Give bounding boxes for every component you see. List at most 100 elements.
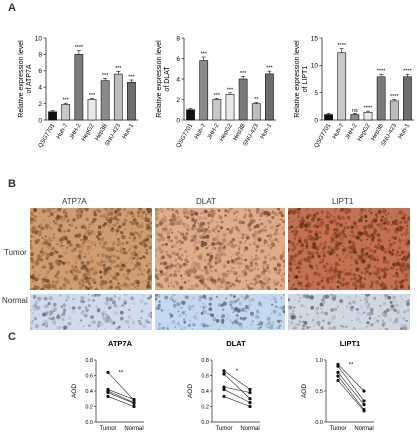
y-tick-label: 10 bbox=[311, 63, 319, 70]
data-point-tumor bbox=[336, 374, 340, 378]
bar-chart-dlat: Relative expression levelof DLAT 0 2 4 6 8 QSG… bbox=[156, 35, 276, 149]
significance-label: **** bbox=[337, 43, 346, 49]
significance-label: **** bbox=[364, 106, 373, 112]
bar bbox=[265, 73, 274, 121]
significance-label: ** bbox=[349, 362, 354, 368]
y-axis-label: Relative expression levelof ATP7A bbox=[18, 40, 33, 118]
ihc-image-tumor-atp7a bbox=[30, 208, 152, 290]
data-point-tumor bbox=[222, 387, 226, 392]
y-tick-label: 0 bbox=[38, 117, 42, 124]
y-axis-label: Relative expression levelof LIPT1 bbox=[294, 40, 309, 118]
pair-line bbox=[337, 380, 365, 412]
plot-title: ATP7A bbox=[108, 339, 133, 348]
y-tick-label: 0.2 bbox=[85, 405, 93, 411]
bar bbox=[376, 76, 386, 121]
data-point-tumor bbox=[222, 369, 226, 373]
y-tick-label: 0.0 bbox=[85, 420, 93, 426]
x-tick-label: Normal bbox=[124, 426, 143, 432]
paired-plot-lipt1: LIPT1 AOD 0.0 0.5 1.0 Tumor Normal ** bbox=[301, 339, 374, 432]
ihc-texture bbox=[155, 208, 285, 290]
pair-line bbox=[223, 370, 251, 390]
x-tick-label: QSG7701 bbox=[176, 122, 195, 149]
x-tick-label: Huh-1 bbox=[398, 122, 412, 140]
bar-chart-lipt1: Relative expression levelof LIPT1 0 5 10 15 Q… bbox=[294, 35, 414, 149]
data-point-normal bbox=[362, 399, 366, 403]
bar bbox=[212, 99, 222, 121]
ihc-col-label-lipt1: LIPT1 bbox=[332, 197, 354, 206]
significance-label: *** bbox=[115, 66, 122, 72]
bar bbox=[186, 109, 195, 121]
data-point-tumor bbox=[106, 394, 110, 399]
ihc-image-normal-atp7a bbox=[30, 294, 152, 330]
ihc-row-label-normal: Normal bbox=[2, 296, 28, 305]
ihc-texture bbox=[155, 294, 285, 330]
ihc-image-normal-dlat bbox=[155, 294, 285, 330]
y-tick-label: 0.4 bbox=[85, 389, 93, 395]
bar bbox=[225, 94, 235, 121]
panel-letter-a: A bbox=[8, 2, 16, 14]
bar bbox=[403, 76, 412, 121]
data-point-tumor bbox=[106, 370, 110, 374]
data-point-normal bbox=[132, 401, 136, 405]
paired-plot-dlat: DLAT AOD 0.0 0.2 0.4 0.6 0.8 Tumor Normal * bbox=[187, 339, 260, 432]
significance-label: ns bbox=[352, 108, 358, 114]
bar bbox=[100, 80, 110, 121]
significance-label: ** bbox=[119, 370, 124, 376]
x-tick-label: Huh-1 bbox=[260, 122, 274, 140]
data-point-normal bbox=[248, 387, 252, 392]
x-tick-label: QSG7701 bbox=[314, 122, 333, 149]
pair-line bbox=[223, 396, 251, 407]
pair-line bbox=[223, 373, 251, 399]
significance-label: *** bbox=[201, 51, 208, 57]
y-tick-label: 0.8 bbox=[85, 358, 93, 364]
y-tick-label: 0.5 bbox=[315, 389, 323, 395]
plot-title: LIPT1 bbox=[340, 339, 360, 348]
y-tick-label: 4 bbox=[38, 85, 42, 92]
pair-line bbox=[337, 375, 365, 410]
y-tick-label: 8 bbox=[176, 35, 180, 42]
bar bbox=[324, 114, 333, 121]
x-tick-label: Normal bbox=[354, 426, 373, 432]
y-tick-label: 0.8 bbox=[201, 358, 209, 364]
ihc-texture bbox=[288, 208, 410, 290]
bar bbox=[199, 60, 209, 121]
data-point-normal bbox=[362, 409, 366, 413]
ihc-texture bbox=[288, 294, 410, 330]
y-tick-label: 0 bbox=[314, 117, 318, 124]
significance-label: ** bbox=[254, 97, 259, 103]
panel-letter-c: C bbox=[8, 331, 16, 343]
data-point-tumor bbox=[222, 372, 226, 376]
data-point-normal bbox=[248, 404, 252, 409]
data-point-normal bbox=[248, 397, 252, 401]
y-axis-label: AOD bbox=[301, 384, 308, 398]
data-point-tumor bbox=[336, 378, 340, 383]
y-axis-label: Relative expression levelof DLAT bbox=[156, 40, 171, 118]
bar bbox=[113, 73, 123, 121]
pair-line bbox=[107, 392, 135, 404]
bar bbox=[127, 81, 136, 121]
pair-line bbox=[107, 372, 135, 401]
y-tick-label: 6 bbox=[176, 56, 180, 63]
data-point-tumor bbox=[222, 385, 226, 389]
panel-letter-b: B bbox=[8, 178, 16, 190]
significance-label: **** bbox=[377, 69, 386, 75]
data-point-tumor bbox=[222, 394, 226, 399]
y-tick-label: 1.0 bbox=[315, 358, 323, 364]
bar bbox=[61, 104, 71, 121]
y-tick-label: 0.4 bbox=[201, 389, 209, 395]
significance-label: *** bbox=[89, 93, 96, 99]
significance-label: *** bbox=[240, 71, 247, 77]
y-tick-label: 2 bbox=[38, 101, 42, 108]
data-point-normal bbox=[248, 390, 252, 395]
x-tick-label: Huh-7 bbox=[194, 122, 208, 140]
ihc-texture bbox=[30, 208, 152, 290]
significance-label: * bbox=[236, 369, 239, 375]
data-point-normal bbox=[248, 401, 252, 405]
y-tick-label: 0.0 bbox=[201, 420, 209, 426]
ihc-row-label-tumor: Tumor bbox=[4, 248, 27, 257]
pair-line bbox=[223, 389, 251, 403]
ihc-col-label-atp7a: ATP7A bbox=[62, 197, 87, 206]
data-point-normal bbox=[362, 403, 366, 407]
pair-line bbox=[337, 366, 365, 402]
bar bbox=[363, 112, 373, 121]
